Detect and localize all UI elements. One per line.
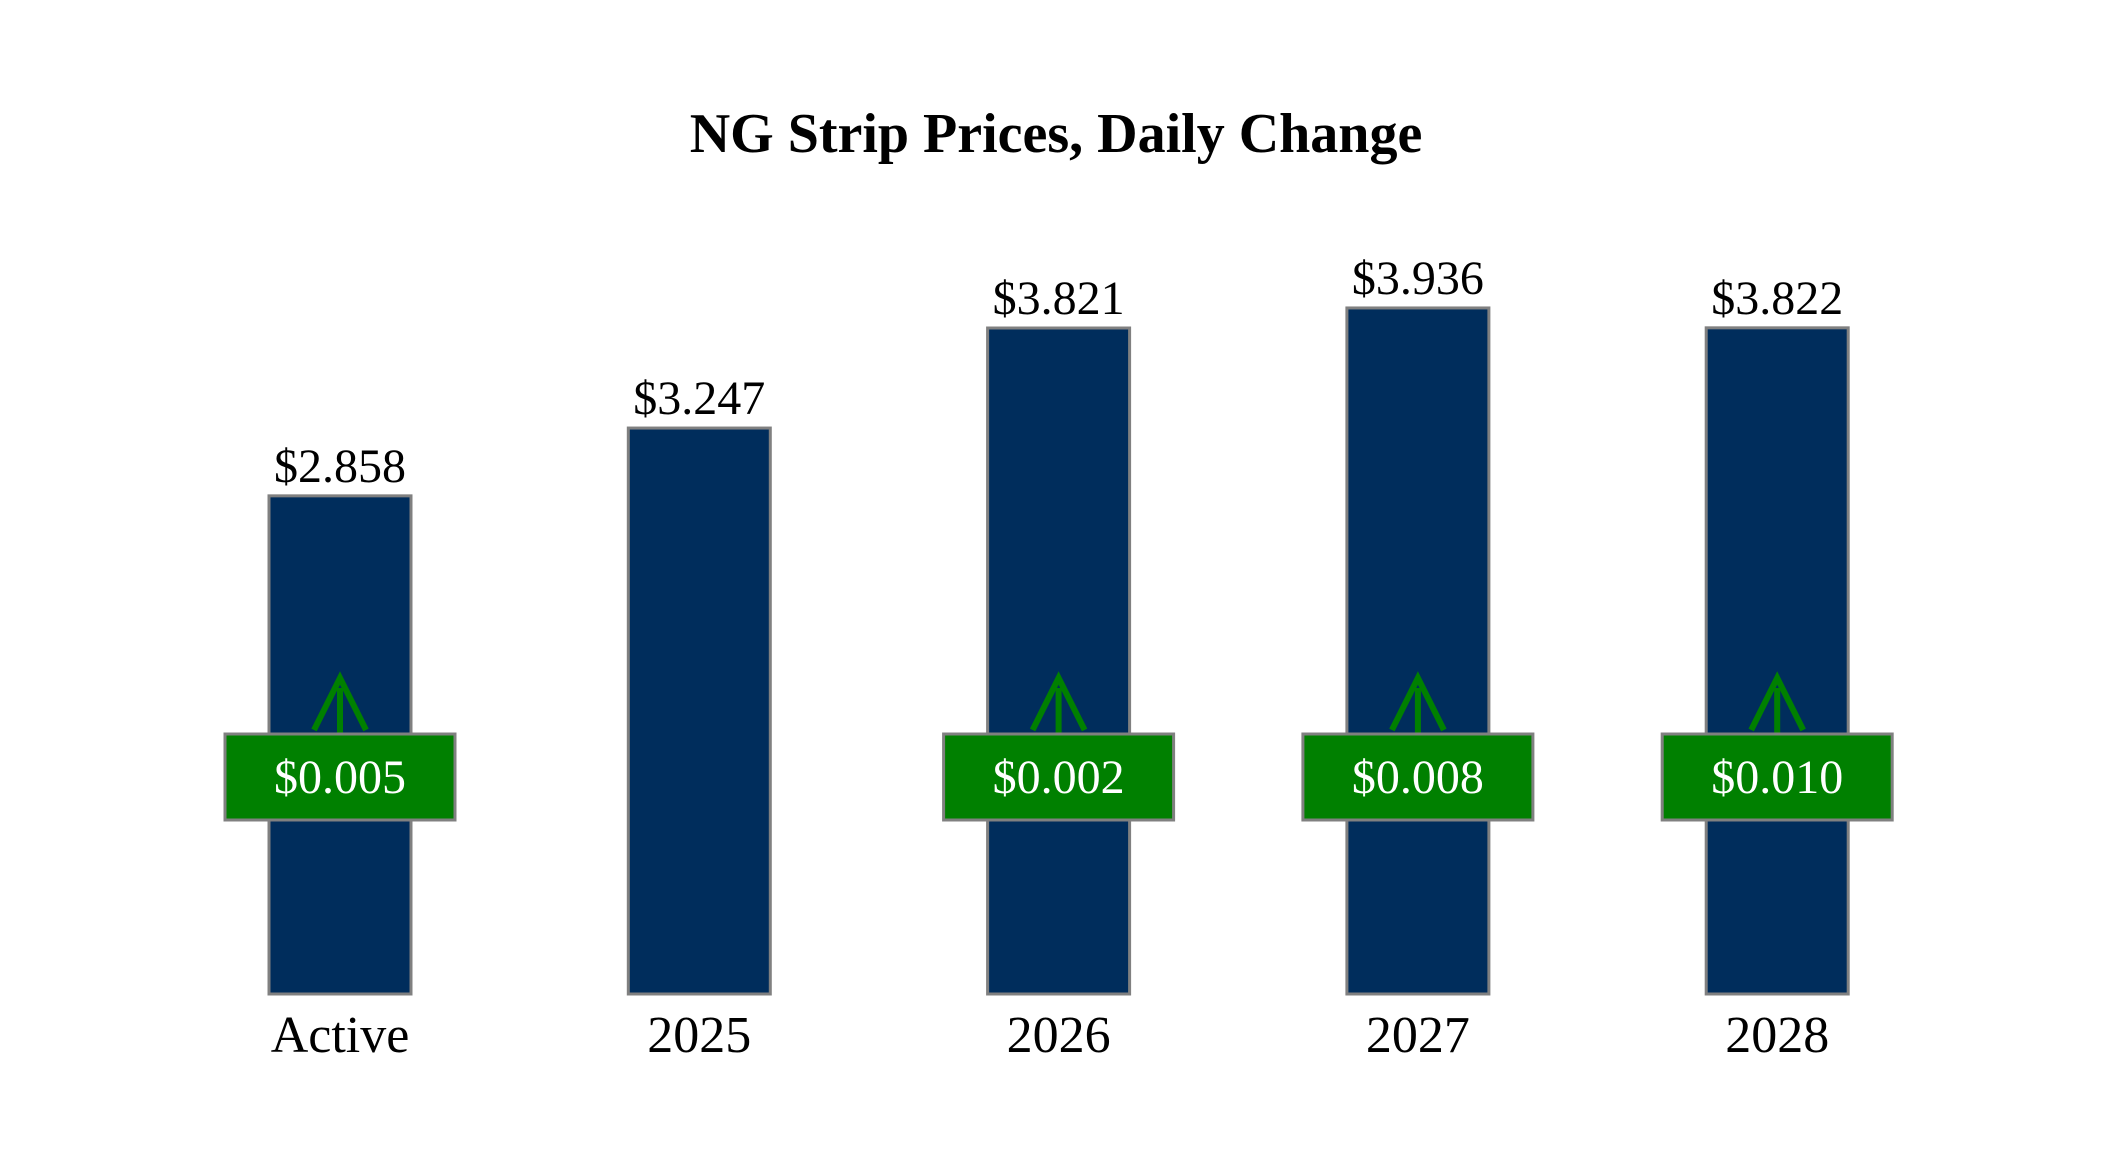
chart-title: NG Strip Prices, Daily Change: [689, 103, 1423, 165]
change-box: [223, 732, 457, 822]
change-badge-active: $0.005: [223, 671, 457, 822]
change-badges-layer: $0.005 $0.002 $0.008 $0.010: [223, 671, 1894, 822]
tick-label-2026: 2026: [1007, 1007, 1111, 1064]
bar-2025: [626, 426, 772, 996]
change-box: [1301, 732, 1535, 822]
value-label-2025: $3.247: [633, 372, 765, 425]
tick-label-active: Active: [271, 1007, 410, 1064]
value-label-2026: $3.821: [993, 272, 1125, 325]
change-badge-2026: $0.002: [942, 671, 1176, 822]
labels-layer: $2.858 Active $3.247 2025 $3.821 2026 $3.936 20…: [271, 252, 1844, 1064]
up-arrow-icon: [1029, 671, 1088, 732]
value-label-active: $2.858: [274, 440, 406, 493]
change-box: [1660, 732, 1894, 822]
up-arrow-icon: [311, 671, 369, 732]
bar-2028: [1704, 326, 1850, 996]
up-arrow-icon: [1389, 671, 1447, 732]
change-badge-2028: $0.010: [1660, 671, 1894, 822]
value-label-2027: $3.936: [1352, 252, 1484, 305]
tick-label-2027: 2027: [1366, 1007, 1470, 1064]
change-badge-2027: $0.008: [1301, 671, 1535, 822]
bar-2027: [1345, 306, 1491, 996]
value-label-2028: $3.822: [1711, 272, 1843, 325]
change-label: $0.005: [274, 751, 406, 804]
change-label: $0.002: [993, 751, 1125, 804]
bars-layer: [267, 306, 1850, 996]
bar-2026: [986, 326, 1132, 996]
tick-label-2028: 2028: [1725, 1007, 1829, 1064]
tick-label-2025: 2025: [647, 1007, 751, 1064]
change-box: [942, 732, 1176, 822]
up-arrow-icon: [1748, 671, 1806, 732]
change-label: $0.008: [1352, 751, 1484, 804]
change-label: $0.010: [1711, 751, 1843, 804]
